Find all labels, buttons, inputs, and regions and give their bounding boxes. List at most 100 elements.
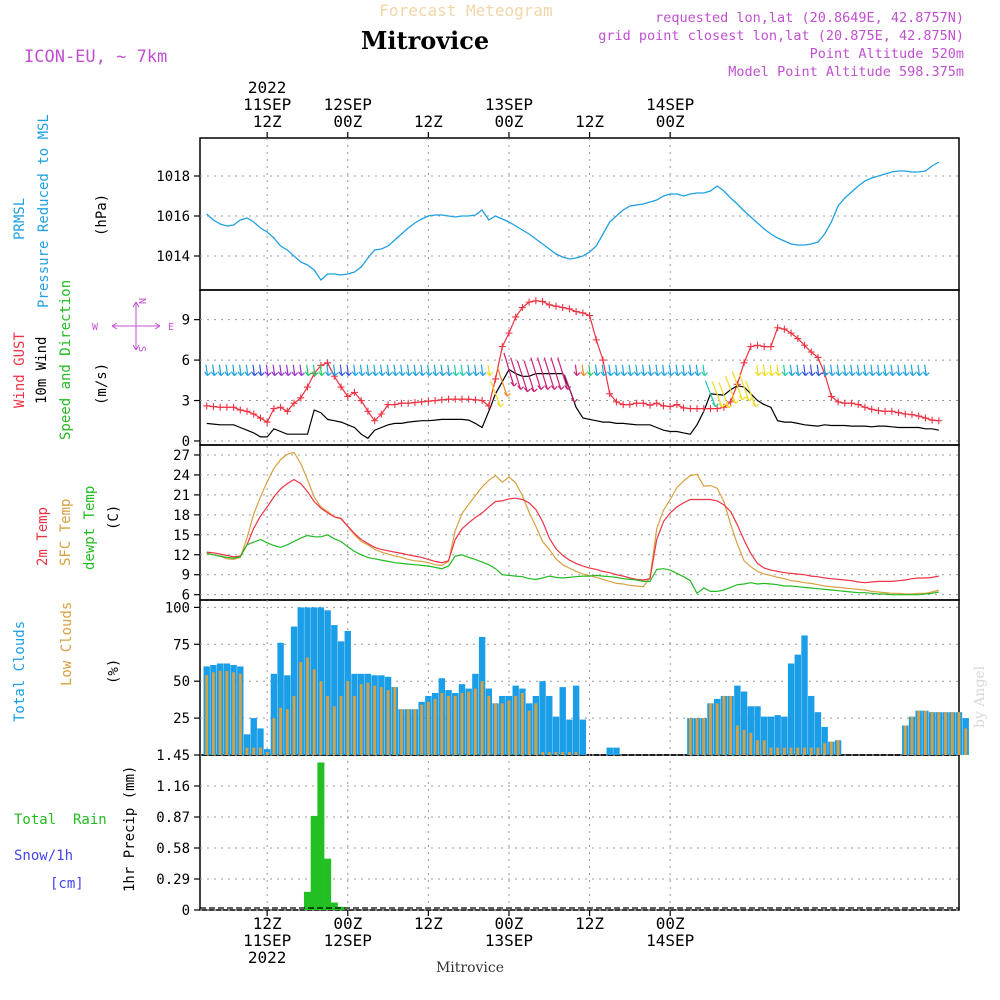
gust-point [283, 407, 291, 415]
low-cloud-bar [816, 747, 820, 755]
low-cloud-bar [722, 695, 726, 755]
wind-direction-arrow [895, 364, 903, 377]
clouds-unit: (%) [106, 659, 122, 684]
total-cloud-bar [290, 626, 298, 755]
pressure-y-tick-label: 1016 [156, 209, 190, 225]
gust-point [666, 403, 674, 411]
wind-direction-arrow [311, 364, 319, 377]
low-cloud-bar [413, 709, 417, 755]
low-cloud-bar [735, 725, 739, 755]
wind-direction-arrow [496, 366, 511, 397]
time-label: 00Z [333, 112, 362, 131]
total-cloud-bar [250, 718, 257, 755]
gust-point [431, 397, 439, 405]
wind-direction-arrow [277, 364, 285, 377]
low-cloud-bar [406, 709, 410, 755]
gust-point [391, 401, 399, 409]
wind-direction-arrow [230, 364, 238, 377]
gust-point [424, 397, 432, 405]
wind-direction-arrow [385, 364, 393, 377]
total-cloud-bar [821, 726, 828, 755]
low-cloud-bar [715, 703, 719, 755]
wind-labels: Wind GUST 10m Wind Speed and Direction (… [12, 280, 174, 440]
gust-point [814, 353, 822, 361]
wind-direction-arrow [875, 364, 883, 377]
low-cloud-bar [500, 703, 504, 755]
gust-point [532, 297, 540, 305]
low-cloud-bar [702, 718, 706, 755]
gust-point [512, 313, 520, 321]
time-label: 12Z [414, 112, 443, 131]
gust-point [686, 405, 694, 413]
temp-y-tick-label: 27 [173, 448, 190, 464]
pressure-y-tick-label: 1014 [156, 249, 190, 265]
low-cloud-bar [306, 657, 309, 755]
time-label: 12Z [575, 914, 604, 933]
total-cloud-bar [331, 625, 338, 755]
time-label: 14SEP [646, 931, 694, 950]
low-cloud-bar [312, 669, 316, 755]
gust-point [364, 407, 372, 415]
low-cloud-bar [245, 747, 249, 755]
low-cloud-bar [944, 712, 947, 755]
low-cloud-bar [373, 685, 377, 755]
low-cloud-bar [212, 672, 215, 755]
low-cloud-bar [299, 662, 303, 755]
gust-point [203, 402, 211, 410]
wind-direction-arrow [271, 364, 279, 377]
wind-direction-arrow [338, 364, 346, 377]
total-cloud-bar [270, 673, 278, 755]
rain-bar [337, 906, 345, 910]
gust-point [760, 343, 768, 351]
wind-direction-arrow [828, 364, 836, 377]
low-cloud-bar [460, 693, 464, 755]
low-cloud-bar [547, 752, 551, 755]
wind-direction-arrow [264, 364, 272, 377]
footer-location: Mitrovice [436, 960, 504, 976]
low-cloud-bar [359, 684, 363, 755]
time-label: 12Z [414, 914, 443, 933]
point-altitude: Point Altitude 520m [810, 46, 964, 62]
gust-point [525, 298, 533, 306]
gust-point [700, 405, 708, 413]
gust-point [881, 407, 889, 415]
gust-point [216, 403, 224, 411]
wind-direction-arrow [704, 380, 719, 408]
wind-direction-arrow [687, 364, 695, 377]
wind-direction-arrow [479, 364, 487, 377]
low-cloud-bar [527, 710, 531, 755]
low-cloud-bar [433, 698, 437, 755]
low-cloud-bar [574, 752, 578, 755]
low-cloud-bar [453, 695, 457, 755]
wind-direction-arrow [815, 364, 823, 377]
low-cloud-bar [769, 747, 773, 755]
wind-direction-arrow [573, 364, 581, 377]
wind-direction-arrow [731, 371, 746, 401]
gust-point [854, 401, 862, 409]
wind-direction-arrow [613, 364, 621, 377]
temp-y-tick-label: 21 [173, 488, 190, 504]
wind-direction-arrow [210, 364, 218, 377]
wind-direction-arrow [298, 364, 305, 377]
low-cloud-bar [447, 695, 450, 755]
wind-direction-arrow [633, 364, 641, 377]
wind-direction-arrow [358, 364, 366, 377]
wind-direction-arrow [371, 364, 379, 377]
time-label: 12Z [575, 112, 604, 131]
gust-point [545, 301, 553, 309]
gust-point [861, 403, 869, 411]
gust-point [297, 394, 305, 402]
low-cloud-bar [829, 741, 833, 755]
gust-point [592, 336, 600, 344]
wind-direction-arrow [862, 364, 870, 377]
gust-point [841, 399, 849, 407]
gust-point [458, 395, 466, 403]
time-label: 12Z [253, 112, 282, 131]
gust-point [693, 405, 701, 413]
gust-point [465, 395, 473, 403]
total-cloud-bar [767, 716, 775, 755]
total-cloud-bar [559, 687, 566, 755]
time-label: 2022 [248, 78, 287, 97]
low-cloud-bar [480, 681, 484, 755]
precip-label-rain: Total Rain [14, 812, 107, 828]
